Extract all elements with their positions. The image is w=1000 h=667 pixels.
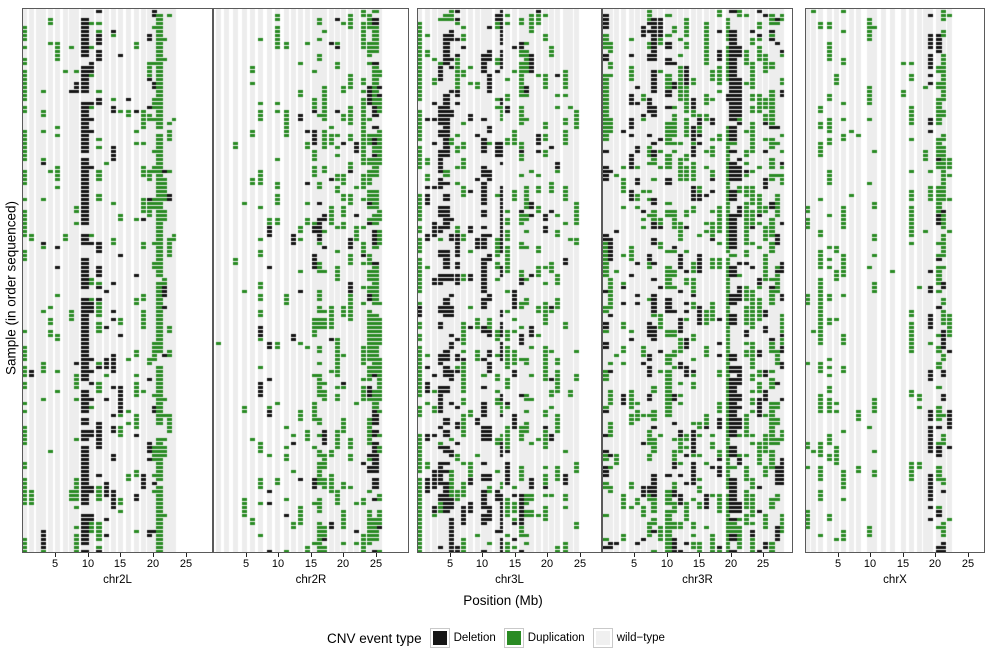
x-tick [547,553,548,557]
legend-key-wildtype [592,628,613,648]
duplication-swatch-icon [506,631,521,645]
x-tick-label: 25 [756,558,770,570]
x-tick-label: 25 [179,558,193,570]
x-tick [968,553,969,557]
x-tick-label: 10 [271,558,285,570]
cnv-heatmap-chr2L [23,9,212,552]
cnv-legend: CNV event type Deletion Duplication wild… [0,625,1000,651]
facet-label-chr2R: chr2R [295,574,327,586]
legend-title: CNV event type [327,630,422,646]
cnv-heatmap-chrX [806,9,984,552]
x-tick-label: 15 [113,558,127,570]
x-tick-label: 5 [630,558,638,570]
legend-label-deletion: Deletion [453,632,496,644]
x-tick-label: 15 [896,558,910,570]
panel-chrX [805,8,985,553]
legend-item-duplication: Duplication [503,628,585,648]
legend-item-wildtype: wild−type [592,628,665,648]
panel-chr3R [602,8,793,553]
x-tick [55,553,56,557]
x-tick-label: 25 [369,558,383,570]
x-tick [88,553,89,557]
x-tick [376,553,377,557]
x-tick [311,553,312,557]
x-tick-label: 10 [660,558,674,570]
legend-label-duplication: Duplication [527,632,585,644]
x-tick [667,553,668,557]
panel-chr3L [417,8,602,553]
legend-item-deletion: Deletion [429,628,496,648]
x-tick-label: 20 [928,558,942,570]
facet-label-chr3R: chr3R [682,574,713,586]
x-tick [515,553,516,557]
x-tick-label: 20 [724,558,738,570]
x-tick [482,553,483,557]
x-tick-label: 25 [961,558,975,570]
facet-label-chr2L: chr2L [103,574,132,586]
legend-label-wildtype: wild−type [616,632,665,644]
x-tick [120,553,121,557]
y-axis-title: Sample (in order sequenced) [3,200,19,376]
panel-chr2L [22,8,213,553]
x-tick-label: 10 [475,558,489,570]
x-tick [450,553,451,557]
x-tick [935,553,936,557]
x-tick-label: 5 [51,558,59,570]
x-tick [246,553,247,557]
x-tick [343,553,344,557]
x-tick [903,553,904,557]
legend-key-duplication [503,628,524,648]
x-tick [580,553,581,557]
deletion-swatch-icon [432,631,447,645]
x-tick-label: 20 [540,558,554,570]
x-tick [731,553,732,557]
wildtype-swatch-icon [595,631,610,645]
x-tick-label: 10 [863,558,877,570]
x-tick-label: 5 [834,558,842,570]
x-axis-title: Position (Mb) [463,593,543,608]
x-tick [699,553,700,557]
facet-label-chr3L: chr3L [495,574,524,586]
x-tick [278,553,279,557]
x-tick-label: 25 [573,558,587,570]
cnv-heatmap-chr3L [418,9,601,552]
x-tick [186,553,187,557]
legend-key-deletion [429,628,450,648]
facet-label-chrX: chrX [883,574,907,586]
cnv-heatmap-chr2R [214,9,408,552]
x-tick [634,553,635,557]
x-tick-label: 15 [508,558,522,570]
x-tick-label: 5 [446,558,454,570]
x-tick-label: 5 [242,558,250,570]
x-tick [763,553,764,557]
panel-chr2R [213,8,409,553]
x-tick-label: 15 [692,558,706,570]
x-tick-label: 10 [81,558,95,570]
cnv-heatmap-chr3R [603,9,792,552]
x-tick-label: 20 [146,558,160,570]
x-tick-label: 15 [304,558,318,570]
x-tick [870,553,871,557]
x-tick [153,553,154,557]
x-tick-label: 20 [336,558,350,570]
x-tick [838,553,839,557]
